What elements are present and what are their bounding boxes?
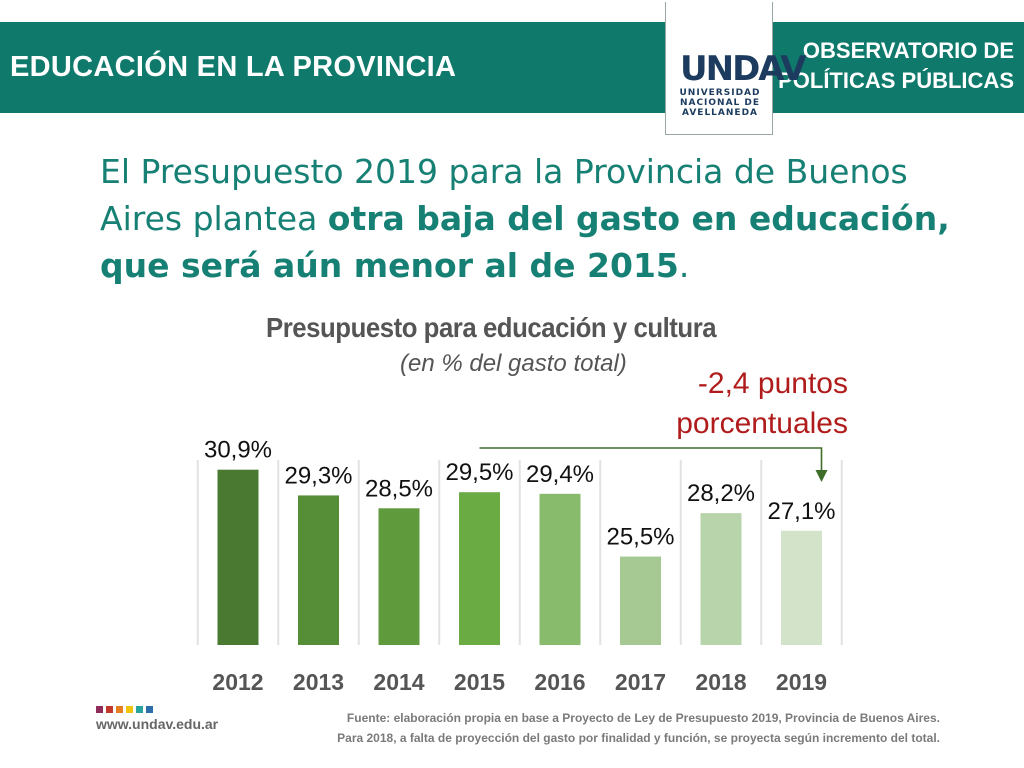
- annotation-line2: porcentuales: [676, 407, 848, 440]
- logo-sub-line2: NACIONAL DE: [679, 98, 761, 108]
- value-label-2016: 29,4%: [526, 461, 594, 488]
- value-label-2015: 29,5%: [445, 459, 513, 486]
- source-line1: Fuente: elaboración propia en base a Pro…: [346, 711, 940, 725]
- brand-dot: [126, 706, 133, 713]
- header-band: [0, 22, 1024, 113]
- annotation-line1: -2,4 puntos: [697, 367, 848, 400]
- section-title: EDUCACIÓN EN LA PROVINCIA: [10, 51, 457, 83]
- value-label-2019: 27,1%: [767, 498, 835, 525]
- org-name-line2: POLÍTICAS PÚBLICAS: [778, 68, 1014, 93]
- x-tick-2013: 2013: [293, 669, 344, 695]
- logo-subtitle: UNIVERSIDAD NACIONAL DE AVELLANEDA: [674, 88, 766, 118]
- bar-2015: [459, 492, 500, 645]
- headline-emphasis: otra baja del gasto en educación, que se…: [100, 199, 950, 285]
- headline-text: El Presupuesto 2019 para la Provincia de…: [100, 152, 908, 238]
- x-tick-2017: 2017: [615, 669, 666, 695]
- brand-dots: [96, 706, 153, 713]
- value-label-2013: 29,3%: [284, 462, 352, 489]
- brand-dot: [96, 706, 103, 713]
- annotation-arrowhead: [815, 470, 828, 482]
- annotation-connector: [479, 447, 823, 472]
- x-tick-2019: 2019: [776, 669, 827, 695]
- bar-2017: [620, 556, 661, 645]
- brand-dot: [106, 706, 113, 713]
- x-tick-2012: 2012: [212, 669, 263, 695]
- value-label-2018: 28,2%: [687, 480, 755, 507]
- value-label-2014: 28,5%: [365, 475, 433, 502]
- logo-sub-line3: AVELLANEDA: [681, 108, 759, 118]
- logo-sub-line1: UNIVERSIDAD: [679, 88, 761, 98]
- bar-2012: [217, 469, 259, 645]
- source-note: Fuente: elaboración propia en base a Pro…: [337, 708, 940, 748]
- bar-2013: [298, 495, 339, 645]
- org-name-line1: OBSERVATORIO DE: [802, 38, 1014, 63]
- value-label-2017: 25,5%: [606, 524, 674, 551]
- bar-2018: [700, 513, 742, 645]
- change-annotation: -2,4 puntos porcentuales: [676, 364, 848, 444]
- logo-mark: UNDAV: [680, 49, 807, 89]
- website-url: www.undav.edu.ar: [96, 716, 219, 732]
- brand-dot: [116, 706, 123, 713]
- headline: El Presupuesto 2019 para la Provincia de…: [100, 148, 980, 289]
- brand-dot: [146, 706, 153, 713]
- org-name: OBSERVATORIO DE POLÍTICAS PÚBLICAS: [778, 36, 1014, 96]
- x-tick-2016: 2016: [534, 669, 585, 695]
- chart-title: Presupuesto para educación y cultura: [266, 312, 717, 343]
- chart-subtitle: (en % del gasto total): [400, 350, 627, 377]
- headline-end: .: [678, 246, 690, 285]
- source-line2: Para 2018, a falta de proyección del gas…: [337, 731, 940, 745]
- x-tick-2018: 2018: [695, 669, 746, 695]
- university-logo: UNDAV UNIVERSIDAD NACIONAL DE AVELLANEDA: [665, 2, 807, 135]
- x-tick-2014: 2014: [373, 669, 424, 695]
- x-tick-2015: 2015: [454, 669, 505, 695]
- bar-2016: [539, 493, 581, 645]
- brand-dot: [136, 706, 143, 713]
- value-label-2012: 30,9%: [204, 437, 272, 464]
- bar-2019: [781, 530, 822, 645]
- bar-2014: [378, 508, 420, 645]
